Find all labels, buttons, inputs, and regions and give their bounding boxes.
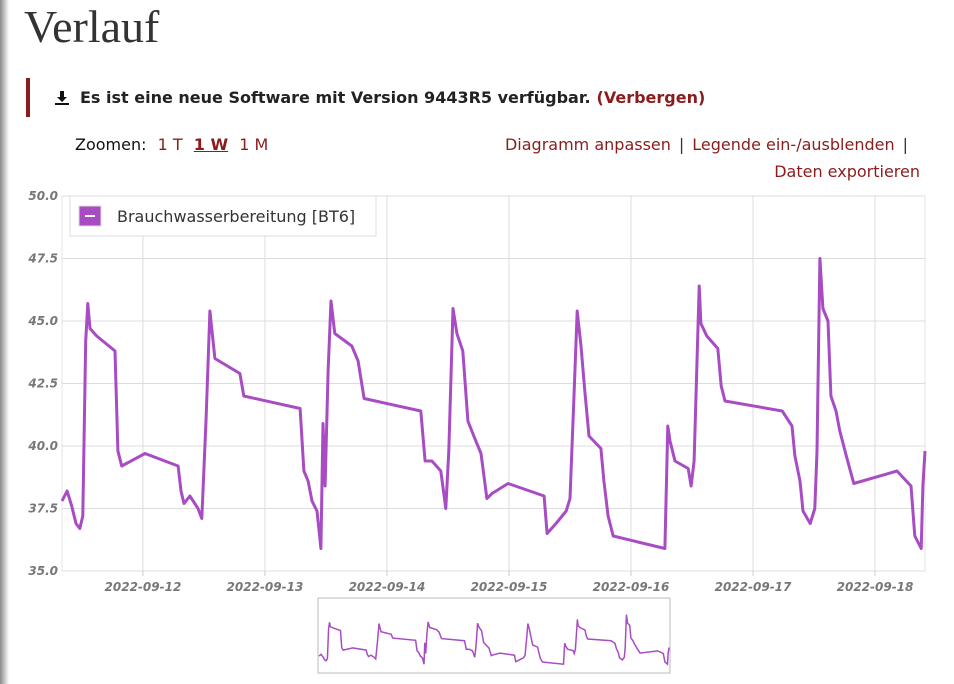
legend-label: Brauchwasserbereitung [BT6] bbox=[117, 207, 355, 226]
x-tick-label: 2022-09-18 bbox=[837, 580, 914, 594]
download-icon bbox=[55, 90, 69, 105]
customize-link[interactable]: Diagramm anpassen bbox=[504, 135, 671, 154]
y-tick-label: 37.5 bbox=[28, 502, 58, 516]
y-tick-label: 42.5 bbox=[27, 377, 58, 391]
separator: | bbox=[902, 135, 908, 154]
zoom-option[interactable]: 1 W bbox=[193, 135, 229, 154]
y-tick-label: 40.0 bbox=[27, 439, 58, 453]
navigator bbox=[317, 597, 671, 674]
y-tick-label: 45.0 bbox=[27, 314, 58, 328]
x-tick-label: 2022-09-14 bbox=[349, 580, 426, 594]
y-tick-label: 35.0 bbox=[28, 564, 58, 578]
zoom-bar: Zoomen: 1 T 1 W 1 M bbox=[75, 135, 268, 154]
x-tick-label: 2022-09-12 bbox=[105, 580, 182, 594]
update-notice: Es ist eine neue Software mit Version 94… bbox=[26, 78, 705, 117]
chart-actions: Diagramm anpassen | Legende ein-/ausblende… bbox=[505, 135, 916, 154]
separator: | bbox=[678, 135, 685, 154]
window-shadow bbox=[0, 0, 9, 684]
y-tick-label: 47.5 bbox=[27, 252, 58, 266]
chart-actions: Daten exportieren bbox=[774, 162, 920, 181]
zoom-label: Zoomen: bbox=[75, 135, 147, 154]
hide-link[interactable]: (Verbergen) bbox=[596, 88, 706, 107]
notice-text: Es ist eine neue Software mit Version 94… bbox=[80, 88, 591, 107]
x-tick-label: 2022-09-16 bbox=[593, 580, 670, 594]
y-tick-label: 50.0 bbox=[28, 189, 58, 203]
export-link[interactable]: Daten exportieren bbox=[774, 162, 920, 181]
page-title: Verlauf bbox=[24, 1, 160, 52]
legend-toggle-link[interactable]: Legende ein-/ausblenden bbox=[692, 135, 895, 154]
zoom-option[interactable]: 1 T bbox=[157, 135, 183, 154]
data-line bbox=[60, 257, 927, 550]
navigator-line bbox=[318, 614, 670, 666]
zoom-option[interactable]: 1 M bbox=[239, 135, 269, 154]
legend bbox=[69, 195, 377, 237]
x-tick-label: 2022-09-17 bbox=[715, 580, 792, 594]
x-tick-label: 2022-09-13 bbox=[227, 580, 304, 594]
x-tick-label: 2022-09-15 bbox=[471, 580, 548, 594]
